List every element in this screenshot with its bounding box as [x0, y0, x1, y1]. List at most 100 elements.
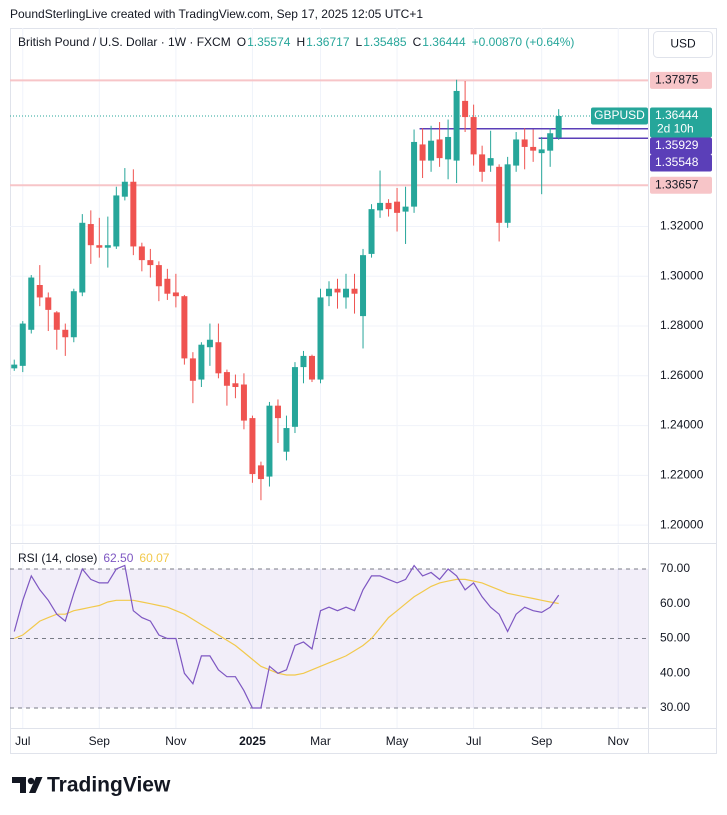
candle-body: [504, 164, 511, 223]
candle-body: [360, 255, 367, 317]
candle-body: [351, 288, 358, 294]
candle-body: [308, 355, 315, 380]
rsi-value: 62.50: [103, 551, 133, 565]
candle-body: [368, 209, 375, 254]
price-tag-label: 1.35929: [655, 138, 699, 152]
candle-body: [155, 265, 162, 287]
candle-body: [181, 296, 188, 359]
candle-body: [249, 418, 256, 475]
candle-body: [28, 277, 35, 330]
price-tag-label: 1.35548: [655, 155, 699, 169]
candle-body: [257, 465, 264, 480]
rsi-tick-label: 60.00: [660, 596, 690, 610]
candle-body: [274, 405, 281, 419]
ohlc-value: 1.35574: [247, 35, 291, 49]
candle-body: [266, 405, 273, 477]
brand: TradingView: [47, 774, 171, 797]
candle-body: [547, 133, 554, 151]
candle-body: [317, 297, 324, 380]
ohlc-label: O: [237, 35, 246, 49]
candle-body: [19, 323, 26, 366]
y-tick-label: 1.26000: [660, 368, 704, 382]
candle-body: [189, 358, 196, 381]
candle-body: [402, 206, 409, 212]
price-tag: 1.35548: [650, 154, 712, 172]
candle-body: [138, 246, 145, 261]
candle-body: [411, 141, 418, 207]
currency-box[interactable]: [653, 31, 713, 58]
ohlc-label: C: [413, 35, 422, 49]
price-tag: 1.33657: [650, 176, 712, 194]
candle-body: [11, 364, 18, 369]
price-tag-box: [650, 107, 712, 138]
brand-logo: [12, 777, 43, 793]
x-tick-label: Nov: [608, 734, 629, 748]
candle-body: [223, 372, 230, 386]
x-tick-label: Jul: [15, 734, 30, 748]
x-tick-label: May: [386, 734, 409, 748]
rsi-line: [13, 564, 560, 709]
candle-body: [147, 260, 154, 266]
candle-body: [445, 136, 452, 160]
candle-body: [291, 367, 298, 427]
rsi-title: RSI (14, close): [18, 551, 97, 565]
candle-body: [326, 288, 332, 297]
candle-body: [113, 195, 120, 247]
rsi-value: 60.07: [139, 551, 169, 565]
candle-body: [121, 181, 128, 197]
rsi-tick-label: 70.00: [660, 561, 690, 575]
credit: PoundSterlingLive created with TradingVi…: [10, 7, 423, 21]
candle-body: [215, 342, 222, 374]
y-tick-label: 1.20000: [660, 517, 704, 531]
candle-body: [104, 245, 111, 248]
candle-body: [53, 312, 60, 330]
candle-body: [334, 288, 341, 293]
rsi-line: [14, 578, 559, 676]
x-tick-label: 2025: [239, 734, 266, 748]
y-tick-label: 1.32000: [660, 219, 704, 233]
chart-title: British Pound / U.S. Dollar · 1W · FXCM: [18, 35, 231, 49]
candle-body: [198, 344, 205, 380]
candle-body: [419, 144, 426, 161]
x-tick-label: Mar: [310, 734, 331, 748]
candle-body: [496, 166, 503, 223]
candle-body: [521, 139, 528, 147]
frame: [10, 28, 717, 754]
price-tag-box: [650, 137, 712, 155]
candle-body: [513, 139, 520, 166]
candle-body: [555, 115, 562, 138]
candle-body: [172, 292, 179, 297]
rsi-tick-label: 40.00: [660, 665, 690, 679]
candle-body: [70, 291, 77, 338]
candle-body: [385, 202, 392, 210]
candle-body: [240, 384, 247, 421]
price-tag: 1.37875: [650, 71, 712, 89]
candle-body: [343, 288, 350, 298]
symbol-tag: GBPUSD: [594, 108, 645, 122]
candle-body: [45, 297, 52, 310]
candle-body: [470, 117, 477, 155]
price-tag-label: 1.33657: [655, 177, 699, 191]
y-tick-label: 1.30000: [660, 268, 704, 282]
candle-body: [530, 146, 537, 151]
y-tick-label: 1.24000: [660, 418, 704, 432]
candle-body: [79, 222, 86, 293]
x-tick-label: Jul: [466, 734, 481, 748]
change: +0.00870 (+0.64%): [472, 35, 575, 49]
x-tick-label: Sep: [531, 734, 553, 748]
candle-body: [428, 140, 435, 161]
candle-body: [462, 100, 469, 118]
candle-body: [206, 339, 213, 348]
symbol-tag-box: [591, 107, 648, 125]
candle-body: [232, 383, 239, 388]
candle-body: [164, 278, 171, 294]
rsi-tick-label: 50.00: [660, 631, 690, 645]
ohlc-label: H: [296, 35, 305, 49]
candle-body: [130, 181, 137, 247]
currency[interactable]: USD: [670, 37, 696, 51]
ohlc-label: L: [356, 35, 363, 49]
ohlc-value: 1.36717: [306, 35, 350, 49]
